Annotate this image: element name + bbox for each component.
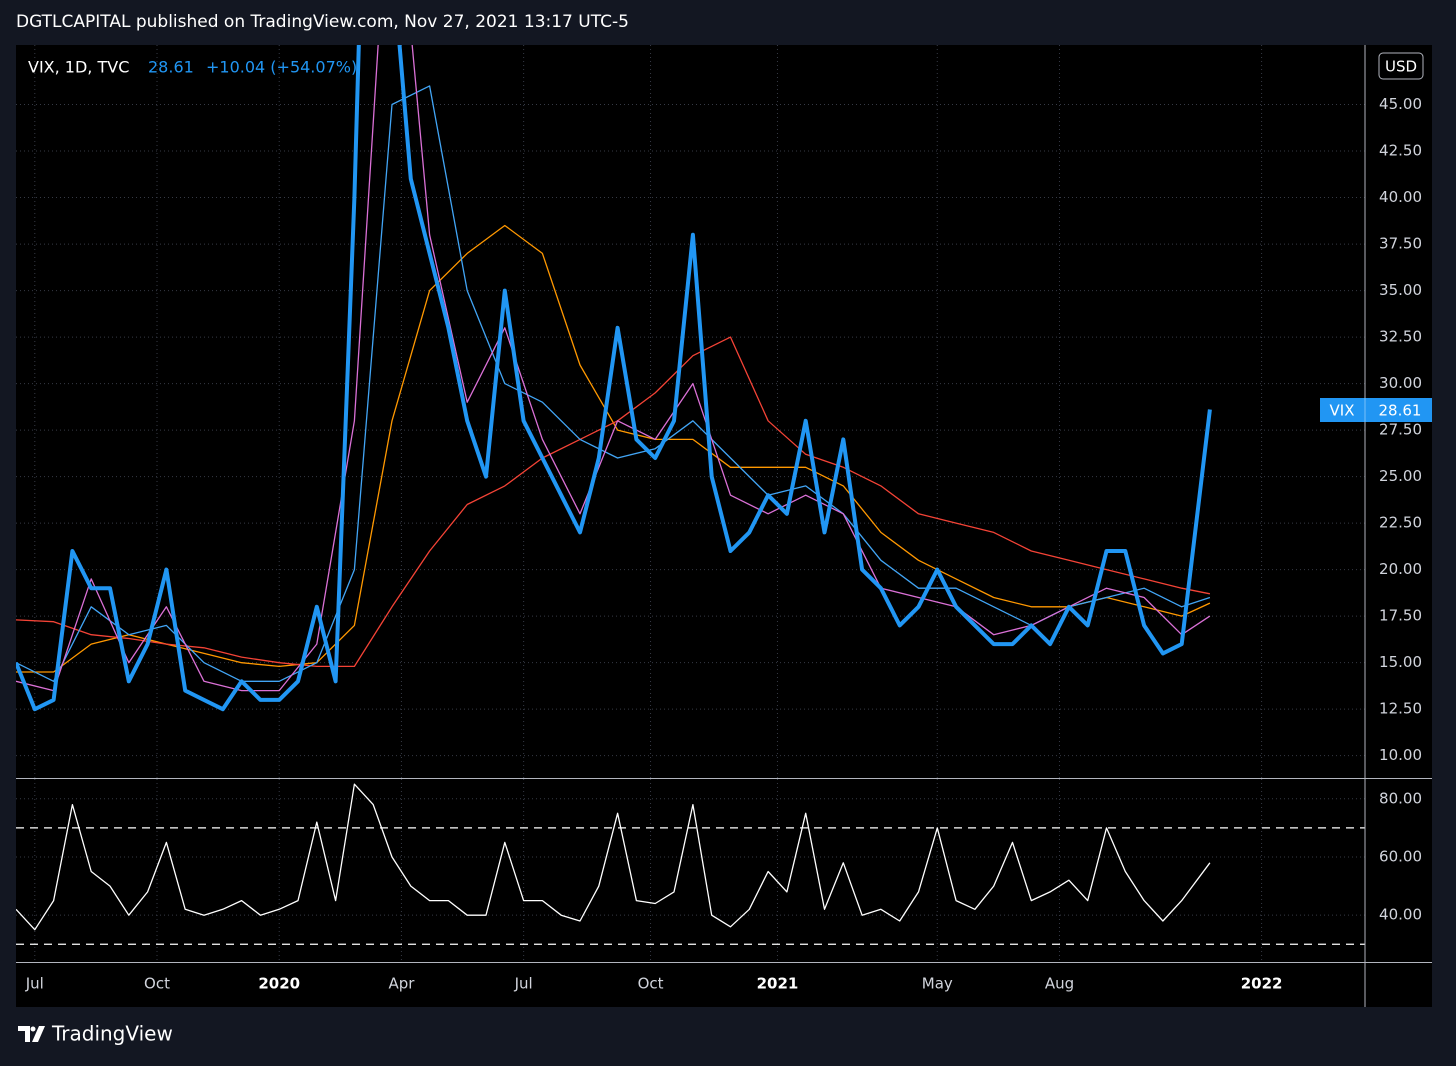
tag-box bbox=[1320, 398, 1432, 422]
price-change: +10.04 (+54.07%) bbox=[206, 58, 357, 77]
y-tick-label: 20.00 bbox=[1379, 560, 1422, 578]
currency-box[interactable] bbox=[1378, 52, 1424, 80]
y-tick-label: 12.50 bbox=[1379, 700, 1422, 718]
x-tick-label: 2021 bbox=[757, 975, 799, 993]
logo-mark bbox=[18, 1026, 45, 1042]
y-tick-label: 60.00 bbox=[1379, 847, 1422, 865]
series-line bbox=[16, 224, 1211, 673]
y-tick-label: 22.50 bbox=[1379, 514, 1422, 532]
x-tick-label: May bbox=[922, 975, 953, 993]
symbol-label: VIX, 1D, TVC bbox=[28, 58, 129, 77]
y-tick-label: 25.00 bbox=[1379, 467, 1422, 485]
x-tick-label: Jul bbox=[25, 975, 44, 993]
x-tick-label: Jul bbox=[514, 975, 533, 993]
x-tick-label: Oct bbox=[638, 975, 664, 993]
x-tick-label: Aug bbox=[1045, 975, 1074, 993]
price-tag: VIX 28.61 bbox=[1320, 398, 1432, 422]
series-line bbox=[16, 45, 1211, 692]
y-tick-label: 45.00 bbox=[1379, 95, 1422, 113]
tag-name: VIX bbox=[1330, 402, 1355, 420]
y-tick-label: 42.50 bbox=[1379, 142, 1422, 160]
x-tick-label: 2022 bbox=[1241, 975, 1283, 993]
last-price: 28.61 bbox=[148, 58, 194, 77]
logo-dot bbox=[30, 1026, 36, 1032]
y-tick-label: 80.00 bbox=[1379, 789, 1422, 807]
header: DGTLCAPITAL published on TradingView.com… bbox=[16, 12, 629, 32]
grid bbox=[16, 45, 1365, 962]
y-tick-label: 17.50 bbox=[1379, 607, 1422, 625]
y-tick-label: 10.00 bbox=[1379, 746, 1422, 764]
series-line bbox=[16, 85, 1211, 682]
x-tick-label: Oct bbox=[144, 975, 170, 993]
y-tick-label: 15.00 bbox=[1379, 653, 1422, 671]
y-tick-label: 32.50 bbox=[1379, 328, 1422, 346]
currency[interactable]: USD bbox=[1385, 58, 1417, 76]
pane-lines bbox=[16, 45, 1212, 712]
brand-logo bbox=[18, 1026, 45, 1042]
tag-value: 28.61 bbox=[1379, 402, 1422, 420]
y-tick-label: 40.00 bbox=[1379, 906, 1422, 924]
series-line bbox=[16, 45, 1212, 712]
y-tick-label: 27.50 bbox=[1379, 421, 1422, 439]
marks bbox=[16, 45, 1212, 931]
x-tick-label: 2020 bbox=[258, 975, 300, 993]
x-tick-label: Apr bbox=[388, 975, 415, 993]
brand: TradingView bbox=[51, 1022, 173, 1046]
y-tick-label: 35.00 bbox=[1379, 281, 1422, 299]
y-tick-label: 37.50 bbox=[1379, 235, 1422, 253]
labels: Jul Oct 2020 Apr Jul Oct 2021 May Aug 2022 10.00 12… bbox=[25, 95, 1422, 992]
series-line bbox=[16, 783, 1211, 931]
y-tick-label: 40.00 bbox=[1379, 188, 1422, 206]
pane-lines bbox=[16, 783, 1211, 931]
y-tick-label: 30.00 bbox=[1379, 374, 1422, 392]
